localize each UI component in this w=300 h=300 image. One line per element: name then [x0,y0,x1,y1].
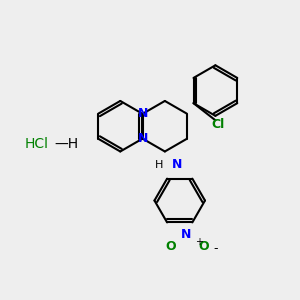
Text: N: N [138,132,148,146]
Text: +: + [195,237,203,247]
Text: -: - [213,242,218,255]
Text: —H: —H [55,137,79,151]
Text: N: N [138,107,148,120]
Text: HCl: HCl [25,137,49,151]
Text: N: N [172,158,182,171]
Text: N: N [181,228,191,241]
Text: Cl: Cl [212,118,225,131]
Text: O: O [198,240,209,253]
Text: O: O [166,240,176,253]
Text: H: H [155,160,163,170]
